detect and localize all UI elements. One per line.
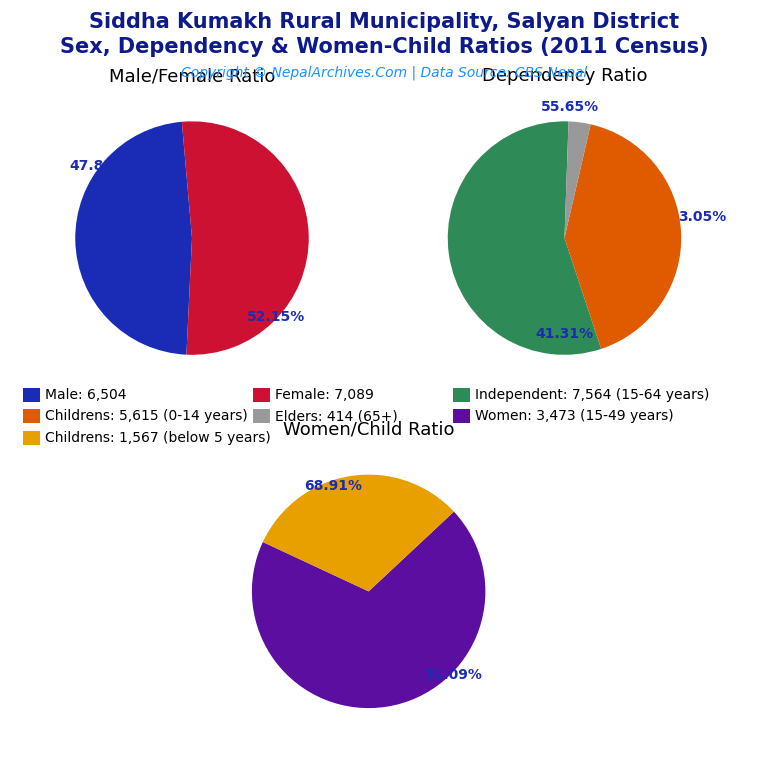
Text: Sex, Dependency & Women-Child Ratios (2011 Census): Sex, Dependency & Women-Child Ratios (20… [60,37,708,57]
Text: 41.31%: 41.31% [535,327,594,341]
Text: 52.15%: 52.15% [247,310,305,324]
Wedge shape [75,122,192,355]
Text: Female: 7,089: Female: 7,089 [275,388,374,402]
Wedge shape [182,121,309,355]
Text: Childrens: 1,567 (below 5 years): Childrens: 1,567 (below 5 years) [45,431,270,445]
Title: Dependency Ratio: Dependency Ratio [482,67,647,85]
Title: Male/Female Ratio: Male/Female Ratio [109,67,275,85]
Text: 31.09%: 31.09% [424,668,482,683]
Text: Childrens: 5,615 (0-14 years): Childrens: 5,615 (0-14 years) [45,409,247,423]
Text: 68.91%: 68.91% [305,479,362,493]
Text: 3.05%: 3.05% [678,210,727,224]
Wedge shape [448,121,601,355]
Text: Elders: 414 (65+): Elders: 414 (65+) [275,409,398,423]
Wedge shape [263,475,454,591]
Text: Male: 6,504: Male: 6,504 [45,388,126,402]
Text: 55.65%: 55.65% [541,101,599,114]
Text: Women: 3,473 (15-49 years): Women: 3,473 (15-49 years) [475,409,674,423]
Text: Siddha Kumakh Rural Municipality, Salyan District: Siddha Kumakh Rural Municipality, Salyan… [89,12,679,31]
Text: Independent: 7,564 (15-64 years): Independent: 7,564 (15-64 years) [475,388,709,402]
Title: Women/Child Ratio: Women/Child Ratio [283,420,455,439]
Wedge shape [564,124,681,349]
Text: 47.85%: 47.85% [70,159,127,173]
Text: Copyright © NepalArchives.Com | Data Source: CBS Nepal: Copyright © NepalArchives.Com | Data Sou… [181,65,587,80]
Wedge shape [564,121,591,238]
Wedge shape [252,511,485,708]
